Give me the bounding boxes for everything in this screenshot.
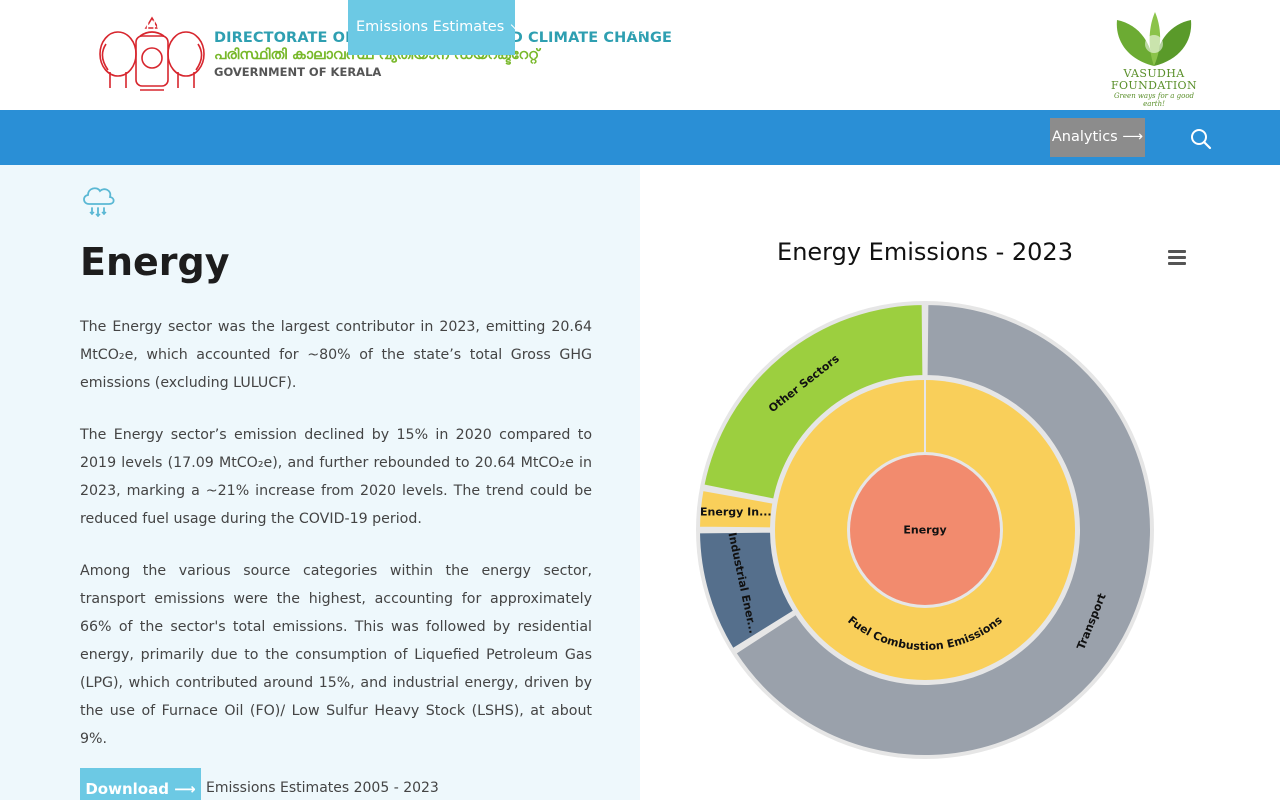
nav-emissions-label: Emissions Estimates [356,19,505,35]
chevron-down-icon [511,20,520,30]
chart-label-energy-industries: Energy In... [700,506,772,519]
home-icon [62,18,78,32]
partner-name-line1: VASUDHA [1123,67,1185,80]
partner-name-line2: FOUNDATION [1110,79,1198,92]
page-title: Energy [80,240,230,284]
sunburst-slice-energy[interactable] [850,455,1000,605]
search-icon[interactable] [1190,128,1212,150]
chart-label-energy: Energy [903,524,946,537]
chart-title: Energy Emissions - 2023 [777,238,1073,266]
content-panel [0,165,640,800]
analytics-button[interactable]: Analytics ⟶ [1050,118,1145,157]
nav-policies[interactable]: Policies [706,19,760,35]
partner-slogan: Green ways for a good earth! [1113,92,1195,108]
nav-emissions-estimates[interactable]: Emissions Estimates [348,0,520,55]
kerala-emblem-icon[interactable] [96,14,208,94]
chart-menu-icon[interactable] [1168,250,1186,265]
leaf-logo-icon [1116,12,1192,66]
nav-external-label: External links [801,19,899,35]
paragraph-trend: The Energy sector’s emission declined by… [80,427,592,527]
chevron-down-icon [654,20,664,30]
nav-home[interactable]: Kerala GHG Portal [62,0,214,55]
org-government: GOVERNMENT OF KERALA [214,65,382,79]
sunburst-slice-industrial-energy[interactable] [698,530,796,651]
nav-methodology[interactable]: Methodology [554,0,664,55]
nav-methodology-label: Methodology [554,19,648,35]
cloud-rain-icon [83,187,115,218]
nav-about[interactable]: About us [251,19,316,35]
sunburst-slice-other-sectors[interactable] [702,303,925,501]
nav-home-label: Kerala GHG Portal [84,19,214,35]
vasudha-foundation-logo[interactable]: VASUDHA FOUNDATION Green ways for a good… [1106,10,1202,108]
nav-external-links[interactable]: External links [801,0,915,55]
paragraph-summary: The Energy sector was the largest contri… [80,319,592,391]
download-button[interactable]: Download ⟶ [80,768,201,800]
chevron-down-icon [905,20,915,30]
nav-publications[interactable]: Publications [954,19,1042,35]
sunburst-slice-energy-industries[interactable] [698,488,775,530]
paragraph-categories: Among the various source categories with… [80,563,592,747]
download-caption: Emissions Estimates 2005 - 2023 [206,780,439,796]
sunburst-slice-transport[interactable] [734,302,1152,757]
site-header: DIRECTORATE OF ENVIRONMENT AND CLIMATE C… [0,0,1280,110]
